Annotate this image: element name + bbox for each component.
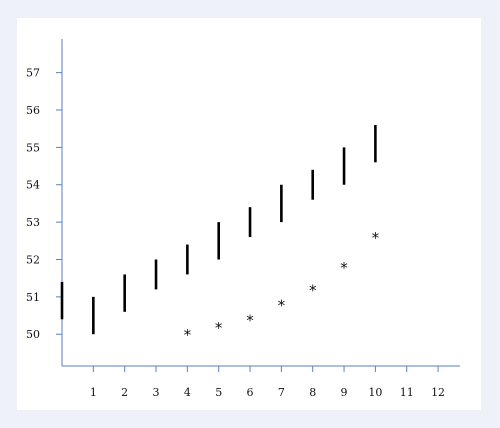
data-point-asterisk: * <box>308 281 317 299</box>
data-point-asterisk: * <box>183 326 192 344</box>
y-tick-label: 53 <box>26 216 40 229</box>
data-point-asterisk: * <box>371 229 380 247</box>
y-tick-label: 54 <box>26 179 40 192</box>
x-tick-label: 6 <box>247 386 254 399</box>
y-tick-label: 55 <box>26 141 40 154</box>
data-point-asterisk: * <box>214 319 223 337</box>
x-tick-label: 1 <box>90 386 97 399</box>
y-tick-label: 52 <box>26 253 40 266</box>
x-tick-label: 8 <box>309 386 316 399</box>
chart-frame: 1 2 3 4 5 6 7 8 9 10 11 12 50 51 52 53 54 55 56 57 * * * * * * * <box>17 18 481 410</box>
x-tick-label: 11 <box>400 386 414 399</box>
x-tick-label: 2 <box>121 386 128 399</box>
y-tick-label: 56 <box>26 104 40 117</box>
y-tick-label: 51 <box>26 291 40 304</box>
x-tick-label: 5 <box>215 386 222 399</box>
x-tick-label: 10 <box>368 386 382 399</box>
y-tick-label: 57 <box>26 67 40 80</box>
axes <box>61 39 460 367</box>
data-point-asterisk: * <box>340 259 349 277</box>
x-tick-label: 3 <box>153 386 160 399</box>
data-marks: * * * * * * * <box>60 124 380 344</box>
x-tick-label: 4 <box>184 386 191 399</box>
data-point-asterisk: * <box>246 311 255 329</box>
y-tick-label: 50 <box>26 328 40 341</box>
y-axis-ticks: 50 51 52 53 54 55 56 57 <box>26 67 62 341</box>
x-axis-ticks: 1 2 3 4 5 6 7 8 9 10 11 12 <box>90 366 445 399</box>
x-tick-label: 12 <box>431 386 445 399</box>
x-tick-label: 9 <box>341 386 348 399</box>
x-tick-label: 7 <box>278 386 285 399</box>
data-point-asterisk: * <box>277 296 286 314</box>
